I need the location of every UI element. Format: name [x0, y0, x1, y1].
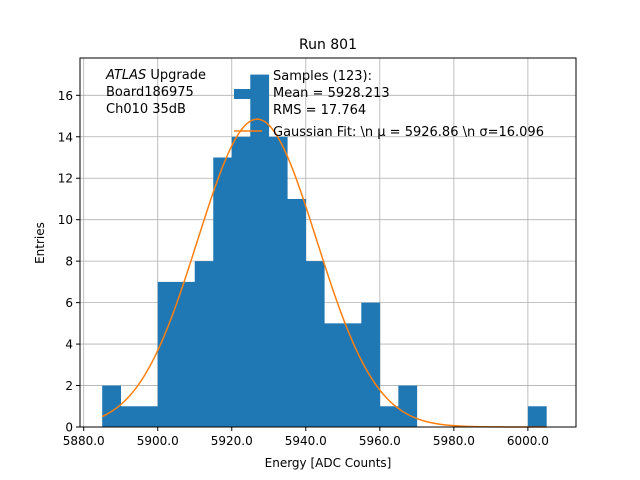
- x-tick-label: 5880.0: [63, 434, 105, 448]
- histogram-bar: [102, 385, 122, 427]
- atlas-annotation: ATLAS Upgrade Board186975 Ch010 35dB: [105, 68, 206, 117]
- histogram-bar: [176, 281, 196, 427]
- histogram-bar: [139, 406, 159, 427]
- y-axis-ticks: 0 2 4 6 8 10 12 14 16: [58, 89, 80, 435]
- y-tick-label: 8: [65, 255, 73, 269]
- x-tick-label: 5900.0: [137, 434, 179, 448]
- annotation-line: ATLAS Upgrade: [105, 68, 206, 83]
- histogram-bar: [250, 74, 270, 428]
- y-axis-label: Entries: [33, 222, 47, 264]
- histogram-bar: [305, 261, 325, 427]
- histogram-bar: [361, 302, 381, 427]
- legend-samples-text: Samples (123):: [273, 69, 372, 84]
- annotation-text: Upgrade: [146, 68, 206, 83]
- histogram-bar: [157, 281, 177, 427]
- histogram-bar: [120, 406, 140, 427]
- legend-fit-text: Gaussian Fit: \n μ = 5926.86 \n σ=16.096: [273, 125, 544, 140]
- legend: Samples (123): Mean = 5928.213 RMS = 17.…: [234, 69, 544, 140]
- histogram-bar: [287, 198, 307, 427]
- annotation-italic: ATLAS: [105, 68, 146, 83]
- annotation-text: Ch010 35dB: [106, 102, 186, 117]
- y-tick-label: 0: [65, 421, 73, 435]
- histogram-bar: [268, 136, 288, 428]
- y-tick-label: 10: [58, 213, 73, 227]
- histogram-bar: [231, 136, 251, 428]
- histogram-bar: [342, 323, 362, 427]
- x-tick-label: 5940.0: [285, 434, 327, 448]
- histogram-bar: [527, 406, 547, 427]
- annotation-line: Ch010 35dB: [106, 102, 186, 117]
- x-tick-label: 6000.0: [507, 434, 549, 448]
- histogram-bar: [324, 323, 344, 427]
- plot-frame: [79, 57, 577, 428]
- annotation-line: Board186975: [106, 85, 194, 100]
- annotation-text: Board186975: [106, 85, 194, 100]
- histogram-bar: [194, 261, 214, 427]
- y-tick-label: 4: [65, 338, 73, 352]
- x-axis-ticks: 5880.0 5900.0 5920.0 5940.0 5960.0 5980.0 6000…: [63, 427, 549, 448]
- legend-histogram-swatch: [234, 89, 262, 99]
- x-tick-label: 5980.0: [433, 434, 475, 448]
- legend-samples-text: RMS = 17.764: [273, 103, 366, 118]
- histogram-bar: [379, 406, 399, 427]
- y-tick-label: 16: [58, 89, 73, 103]
- legend-samples-text: Mean = 5928.213: [273, 86, 390, 101]
- x-axis-label: Energy [ADC Counts]: [265, 456, 392, 470]
- histogram-bar: [398, 385, 418, 427]
- x-tick-label: 5920.0: [211, 434, 253, 448]
- x-tick-label: 5960.0: [359, 434, 401, 448]
- y-tick-label: 2: [65, 379, 73, 393]
- chart-title: Run 801: [299, 37, 357, 53]
- y-tick-label: 6: [65, 296, 73, 310]
- y-tick-label: 12: [58, 172, 73, 186]
- histogram-bar: [213, 157, 233, 427]
- y-tick-label: 14: [58, 130, 73, 144]
